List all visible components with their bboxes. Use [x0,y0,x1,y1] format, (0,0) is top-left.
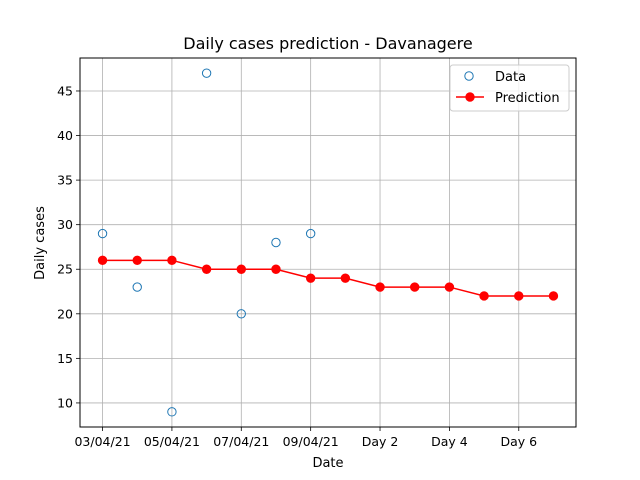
prediction-point [236,264,246,274]
y-tick-label: 10 [57,395,73,410]
x-axis-label: Date [312,456,343,471]
prediction-point [271,264,281,274]
y-tick-label: 25 [57,262,73,277]
x-tick-label: 03/04/21 [74,434,130,449]
data-point [305,228,316,239]
prediction-point [167,255,177,266]
prediction-point [444,282,455,292]
prediction-point [548,291,559,301]
prediction-point [201,264,212,274]
prediction-point [514,291,524,301]
chart-title: Daily cases prediction - Davanagere [183,34,472,53]
prediction-line [102,259,554,297]
data-series [97,68,316,417]
y-tick-label: 20 [57,306,73,321]
data-point [97,228,108,239]
x-tick-label: Day 4 [431,434,468,449]
prediction-point [305,273,316,283]
data-point [201,68,212,78]
x-tick-label: Day 2 [362,434,399,449]
legend-prediction-label: Prediction [495,91,560,106]
y-tick-label: 15 [57,351,73,366]
prediction-point [340,273,351,283]
prediction-point [410,282,420,292]
data-point [236,309,246,319]
legend-box [449,64,570,112]
y-tick-label: 40 [57,128,73,143]
data-point [132,282,142,292]
data-point [167,407,177,417]
prediction-point [132,255,142,266]
x-axis-ticks: 03/04/21 05/04/21 07/04/21 09/04/21 Day 2 Day… [74,427,537,449]
axes-frame [79,57,577,428]
x-tick-label: 05/04/21 [144,434,200,449]
x-tick-label: 09/04/21 [283,434,339,449]
legend: Data Prediction [449,64,570,112]
x-tick-label: Day 6 [500,434,537,449]
prediction-point [479,291,489,301]
y-axis-label: Daily cases [33,206,48,280]
y-tick-label: 30 [57,217,73,232]
prediction-point [97,255,108,266]
grid [80,58,576,427]
x-tick-label: 07/04/21 [213,434,269,449]
y-tick-label: 45 [57,83,73,98]
legend-data-label: Data [495,70,526,85]
legend-prediction-marker [465,92,475,102]
y-axis-ticks: 10 15 20 25 30 35 40 45 [57,83,80,410]
y-tick-label: 35 [57,173,73,188]
legend-data-marker [464,71,474,81]
data-point [271,237,281,248]
prediction-point [375,282,385,292]
prediction-series [97,255,559,301]
